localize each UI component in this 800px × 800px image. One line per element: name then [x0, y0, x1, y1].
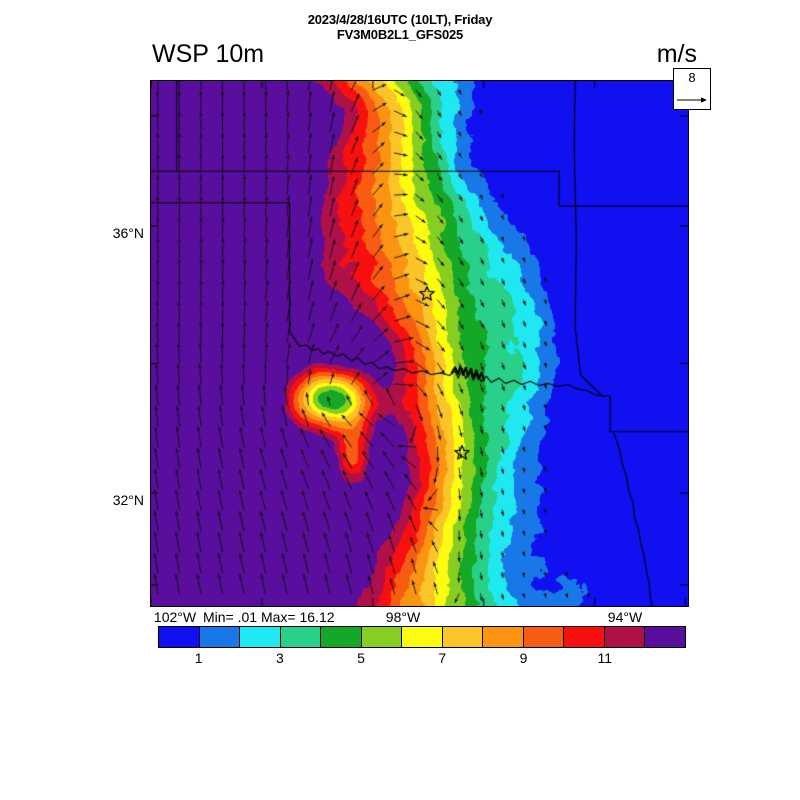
minmax-stats-label: Min= .01 Max= 16.12 — [203, 609, 335, 625]
right-arrow-icon — [677, 97, 707, 103]
vector-scale-legend: 8 — [673, 68, 711, 110]
colorbar[interactable] — [158, 626, 686, 648]
colorbar-segment[interactable] — [523, 627, 565, 647]
page-title: 2023/4/28/16UTC (10LT), Friday — [307, 12, 493, 27]
colorbar-tick-5: 5 — [357, 650, 365, 666]
colorbar-segment[interactable] — [321, 627, 362, 647]
colorbar-segment[interactable] — [483, 627, 524, 647]
colorbar-tick-7: 7 — [438, 650, 447, 666]
colorbar-segment[interactable] — [604, 627, 646, 647]
lat-tick-32n: 32°N — [112, 492, 144, 508]
vector-legend-value: 8 — [688, 70, 696, 85]
colorbar-segment[interactable] — [280, 627, 322, 647]
lon-tick-98w: 98°W — [385, 609, 421, 625]
colorbar-segment[interactable] — [402, 627, 443, 647]
lon-tick-94w: 94°W — [607, 609, 643, 625]
lat-tick-36n: 36°N — [112, 225, 144, 241]
colorbar-tick-11: 11 — [597, 650, 613, 666]
colorbar-segment[interactable] — [442, 627, 484, 647]
colorbar-segment[interactable] — [240, 627, 281, 647]
colorbar-tick-1: 1 — [194, 650, 203, 666]
colorbar-segment[interactable] — [564, 627, 605, 647]
colorbar-segment[interactable] — [361, 627, 403, 647]
colorbar-tick-9: 9 — [519, 650, 528, 666]
unit-label: m/s — [656, 40, 697, 68]
colorbar-tick-3: 3 — [275, 650, 284, 666]
colorbar-segment[interactable] — [645, 627, 685, 647]
title-block: 2023/4/28/16UTC (10LT), Friday FV3M0B2L1… — [0, 12, 800, 42]
colorbar-segment[interactable] — [199, 627, 241, 647]
variable-label: WSP 10m — [152, 40, 265, 68]
map-plot-area[interactable] — [150, 80, 689, 607]
map-overlay-canvas — [151, 81, 688, 606]
colorbar-segment[interactable] — [159, 627, 200, 647]
lon-tick-102w: 102°W — [153, 609, 197, 625]
